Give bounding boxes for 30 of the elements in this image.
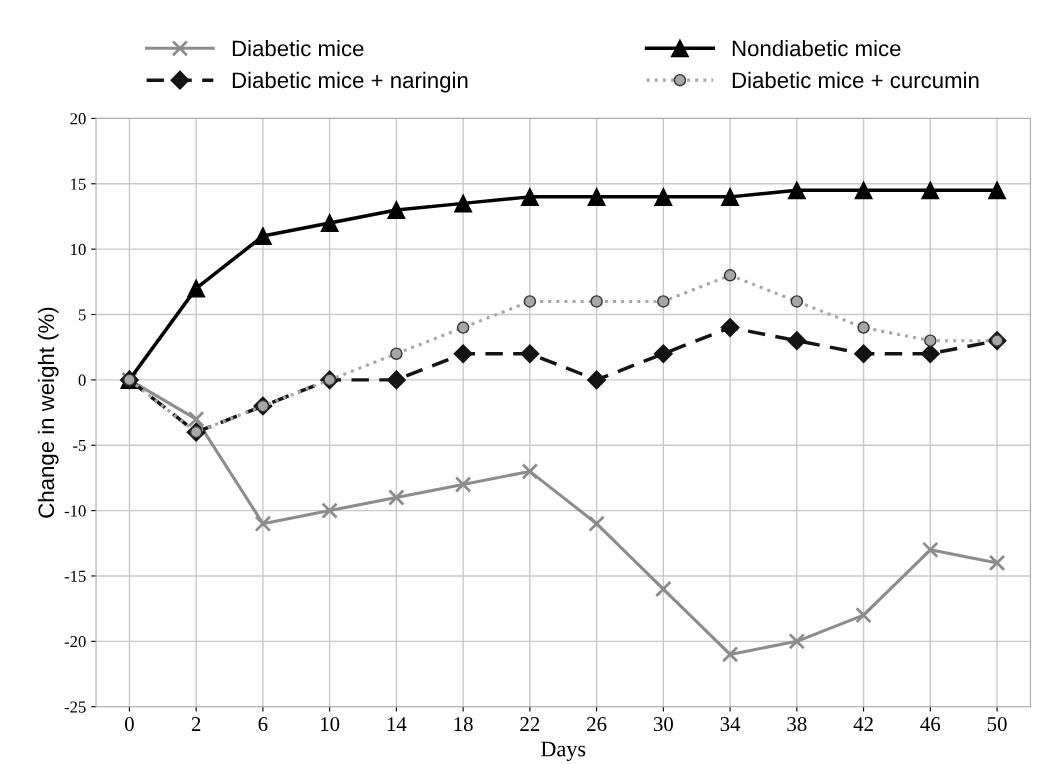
x-axis-title: Days (541, 741, 586, 762)
x-tick-label: 0 (125, 717, 134, 732)
x-tick-label: 10 (321, 717, 340, 732)
x-tick-label: 38 (787, 717, 807, 732)
y-tick-label: -5 (73, 440, 86, 452)
x-tick-label: 34 (720, 717, 741, 732)
x-tick-label: 18 (454, 717, 473, 732)
x-tick-label: 6 (258, 717, 268, 732)
x-tick-label: 30 (653, 717, 673, 732)
y-tick-label: 15 (71, 178, 86, 190)
y-tick-label: 5 (78, 309, 86, 321)
legend-label: Nondiabetic mice (732, 40, 901, 57)
legend-label: Diabetic mice + naringin (232, 71, 468, 93)
legend-label: Diabetic mice (232, 40, 364, 57)
y-tick-label: 10 (71, 243, 86, 256)
legend-label: Diabetic mice + curcumin (732, 71, 979, 89)
y-tick-label: 0 (78, 374, 86, 386)
x-tick-label: 46 (920, 717, 941, 732)
y-tick-label: -25 (64, 701, 86, 713)
x-tick-label: 2 (191, 717, 201, 731)
y-tick-label: -10 (64, 505, 86, 517)
x-tick-label: 14 (387, 717, 407, 731)
y-tick-label: -15 (64, 570, 86, 582)
y-tick-label: -20 (64, 636, 86, 648)
x-tick-label: 22 (520, 717, 540, 731)
y-tick-label: 20 (70, 113, 86, 125)
y-axis-title: Change in weight (%) (37, 307, 59, 518)
x-tick-label: 42 (853, 717, 873, 731)
x-tick-label: 26 (587, 717, 607, 732)
x-tick-label: 50 (987, 717, 1007, 732)
